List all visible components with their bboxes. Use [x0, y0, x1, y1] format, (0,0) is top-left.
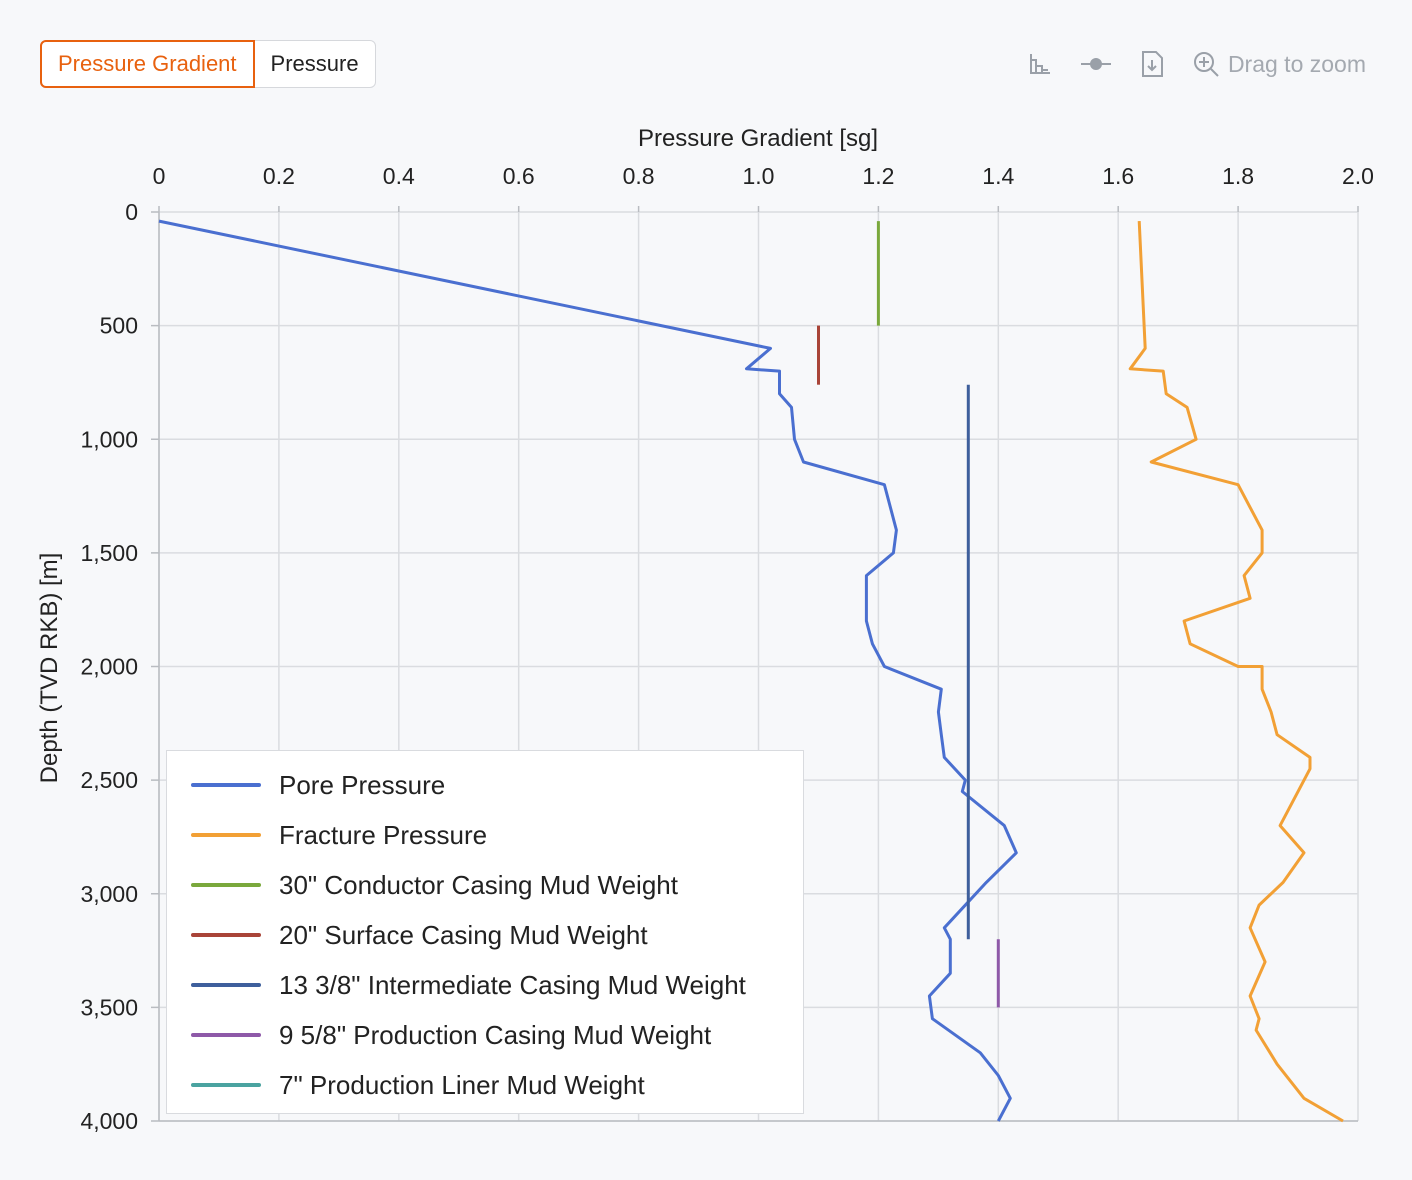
legend-swatch	[191, 983, 261, 987]
legend-item[interactable]: 20" Surface Casing Mud Weight	[191, 910, 803, 960]
legend-label: Fracture Pressure	[279, 819, 488, 850]
chart-toolbar: Drag to zoom	[1028, 44, 1366, 84]
x-tick-label: 1.4	[982, 163, 1014, 189]
toggle-pressure-gradient[interactable]: Pressure Gradient	[40, 40, 255, 88]
legend-item[interactable]: 30" Conductor Casing Mud Weight	[191, 860, 803, 910]
legend-item[interactable]: Pore Pressure	[191, 760, 803, 810]
legend-item[interactable]: 9 5/8" Production Casing Mud Weight	[191, 1010, 803, 1060]
legend-item[interactable]: 7" Production Liner Mud Weight	[191, 1060, 803, 1110]
y-tick-label: 3,000	[80, 881, 138, 907]
x-tick-label: 2.0	[1342, 163, 1374, 189]
y-tick-label: 500	[100, 313, 138, 339]
y-tick-label: 2,500	[80, 767, 138, 793]
y-tick-label: 1,000	[80, 426, 138, 452]
legend-label: 13 3/8" Intermediate Casing Mud Weight	[279, 969, 746, 1000]
y-tick-label: 2,000	[80, 654, 138, 680]
y-tick-label: 1,500	[80, 540, 138, 566]
x-tick-label: 0.4	[383, 163, 415, 189]
y-tick-label: 4,000	[80, 1108, 138, 1134]
legend-swatch	[191, 883, 261, 887]
chart-axes: 0 0.2 0.4 0.6 0.8 1.0 1.2 1.4 1.6 1.8 2.0 0 500 1,000…	[80, 163, 1374, 1134]
legend-label: 9 5/8" Production Casing Mud Weight	[279, 1019, 712, 1050]
zoom-label: Drag to zoom	[1227, 50, 1366, 77]
legend-swatch	[191, 1083, 261, 1087]
series-line-1[interactable]	[1128, 221, 1344, 1123]
x-axis-title: Pressure Gradient [sg]	[638, 125, 878, 152]
view-toggle: Pressure Gradient Pressure	[40, 40, 376, 88]
x-tick-label: 1.8	[1222, 163, 1254, 189]
x-tick-label: 0.6	[503, 163, 535, 189]
axis-scale-icon[interactable]	[1028, 52, 1052, 76]
legend-label: 30" Conductor Casing Mud Weight	[279, 869, 678, 900]
chart-legend: Pore Pressure Fracture Pressure 30" Conduc…	[166, 750, 804, 1114]
chart-series	[158, 219, 1344, 1123]
x-tick-label: 0.2	[263, 163, 295, 189]
x-tick-label: 1.6	[1102, 163, 1134, 189]
toggle-pressure[interactable]: Pressure	[270, 51, 359, 76]
y-axis-title: Depth (TVD RKB) [m]	[36, 553, 63, 784]
y-tick-label: 3,500	[80, 994, 138, 1020]
y-tick-label: 0	[125, 199, 138, 225]
download-icon[interactable]	[1140, 50, 1164, 78]
legend-swatch	[191, 1033, 261, 1037]
legend-item[interactable]: 13 3/8" Intermediate Casing Mud Weight	[191, 960, 803, 1010]
legend-swatch	[191, 933, 261, 937]
legend-label: 20" Surface Casing Mud Weight	[279, 919, 648, 950]
point-marker-icon[interactable]	[1080, 52, 1112, 76]
legend-item[interactable]: Fracture Pressure	[191, 810, 803, 860]
legend-swatch	[191, 783, 261, 787]
x-tick-label: 1.2	[862, 163, 894, 189]
legend-label: Pore Pressure	[279, 769, 446, 800]
x-tick-label: 0	[153, 163, 166, 189]
x-tick-label: 0.8	[623, 163, 655, 189]
legend-label: 7" Production Liner Mud Weight	[279, 1069, 645, 1100]
series-line-0[interactable]	[158, 219, 1018, 1122]
legend-swatch	[191, 833, 261, 837]
zoom-in-button[interactable]: Drag to zoom	[1192, 50, 1366, 78]
zoom-in-icon	[1193, 52, 1219, 77]
x-tick-label: 1.0	[743, 163, 775, 189]
